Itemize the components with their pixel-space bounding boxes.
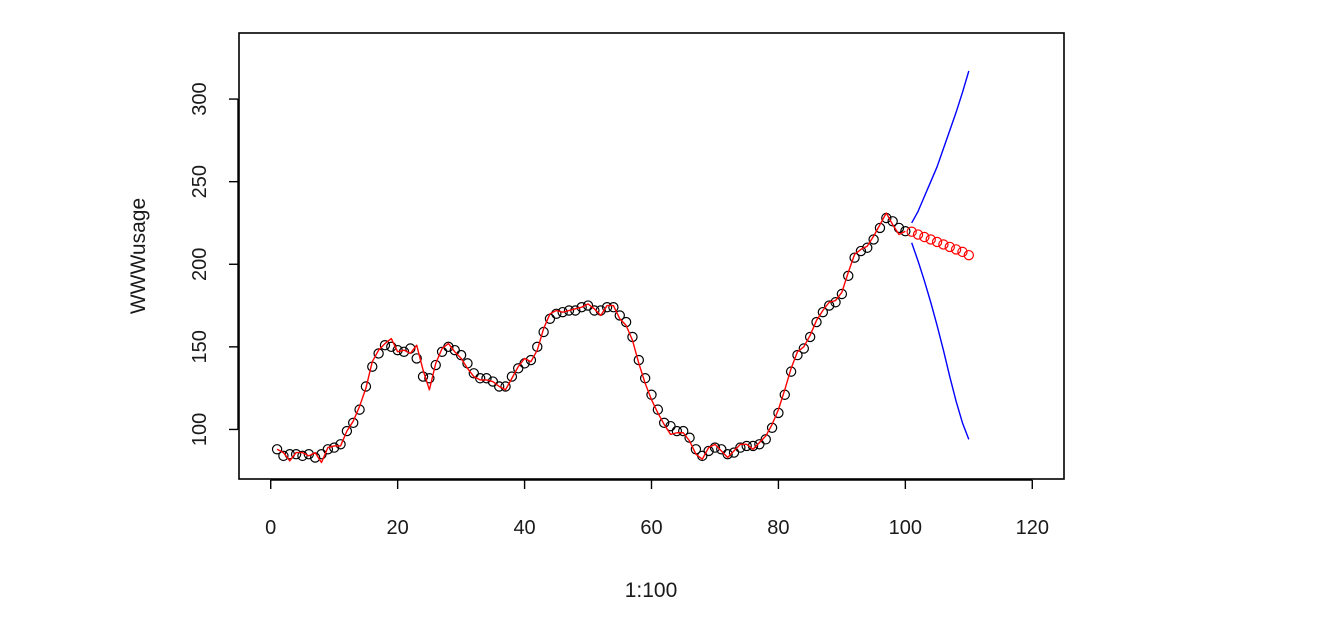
data-point bbox=[481, 373, 492, 384]
data-point bbox=[614, 310, 625, 321]
data-point bbox=[912, 229, 924, 240]
data-point bbox=[601, 302, 613, 313]
data-point bbox=[944, 241, 955, 253]
upper-bound-series bbox=[911, 70, 970, 224]
y-tick-label: 200 bbox=[189, 248, 211, 281]
y-tick-label: 250 bbox=[189, 165, 211, 198]
data-point bbox=[335, 439, 346, 450]
data-point bbox=[798, 343, 810, 354]
x-tick-label: 100 bbox=[889, 517, 922, 539]
data-point bbox=[817, 306, 829, 318]
data-point bbox=[836, 288, 848, 300]
data-point bbox=[919, 231, 930, 243]
data-point bbox=[963, 249, 975, 261]
data-point bbox=[658, 417, 670, 429]
data-point bbox=[513, 363, 524, 374]
data-point bbox=[804, 331, 816, 343]
data-point bbox=[576, 302, 587, 313]
lower-bound-series bbox=[911, 242, 970, 440]
x-tick-label: 60 bbox=[640, 517, 662, 539]
data-point bbox=[900, 226, 911, 237]
data-point bbox=[436, 346, 448, 358]
y-axis: 100 150 200 250 300 bbox=[189, 82, 239, 446]
fitted-series bbox=[276, 212, 906, 464]
data-point bbox=[297, 450, 308, 462]
data-point bbox=[348, 417, 359, 429]
data-point bbox=[906, 226, 917, 237]
data-point bbox=[703, 445, 714, 457]
data-point bbox=[855, 245, 867, 257]
data-point bbox=[455, 349, 467, 361]
data-point bbox=[811, 316, 822, 328]
x-tick-label: 20 bbox=[387, 517, 409, 539]
data-point bbox=[278, 450, 289, 462]
data-point bbox=[931, 236, 943, 248]
data-point bbox=[823, 300, 835, 311]
series-line bbox=[911, 70, 970, 224]
x-tick-label: 120 bbox=[1016, 517, 1049, 539]
x-tick-label: 0 bbox=[265, 517, 276, 539]
data-point bbox=[741, 440, 752, 452]
series-layer bbox=[271, 70, 975, 464]
y-axis-title: WWWusage bbox=[127, 198, 150, 314]
data-point bbox=[271, 444, 283, 455]
data-point bbox=[728, 447, 740, 458]
series-line bbox=[276, 212, 906, 464]
data-point bbox=[341, 425, 353, 437]
data-point bbox=[290, 449, 302, 460]
data-point bbox=[887, 216, 898, 227]
observed-series bbox=[271, 212, 911, 463]
data-point bbox=[468, 368, 480, 379]
data-point bbox=[589, 305, 600, 316]
data-point bbox=[557, 306, 568, 318]
data-point bbox=[925, 234, 936, 245]
data-point bbox=[430, 359, 441, 371]
forecast-series bbox=[906, 226, 975, 261]
y-tick-label: 100 bbox=[189, 413, 211, 446]
data-point bbox=[709, 442, 721, 453]
plot-frame bbox=[238, 32, 1065, 480]
x-axis-title: 1:100 bbox=[625, 579, 678, 602]
data-point bbox=[792, 349, 803, 361]
data-point bbox=[424, 373, 435, 384]
data-point bbox=[449, 344, 460, 356]
x-tick-label: 80 bbox=[767, 517, 789, 539]
data-point bbox=[411, 353, 422, 364]
data-point bbox=[957, 246, 968, 258]
data-point bbox=[849, 252, 860, 263]
series-line bbox=[911, 242, 970, 440]
data-point bbox=[506, 371, 518, 382]
x-axis: 0 20 40 60 80 100 120 bbox=[265, 479, 1049, 539]
data-point bbox=[722, 449, 733, 460]
data-point bbox=[950, 244, 962, 255]
data-point bbox=[493, 381, 505, 392]
data-point bbox=[608, 302, 619, 313]
data-point bbox=[678, 425, 689, 437]
data-point bbox=[500, 381, 511, 392]
data-point bbox=[322, 444, 334, 455]
data-point bbox=[487, 376, 499, 387]
y-tick-label: 300 bbox=[189, 82, 211, 115]
x-tick-label: 40 bbox=[513, 517, 535, 539]
data-point bbox=[938, 239, 949, 250]
data-point bbox=[379, 340, 391, 351]
data-point bbox=[716, 444, 727, 455]
data-point bbox=[754, 439, 765, 450]
data-point bbox=[735, 442, 746, 453]
y-tick-label: 150 bbox=[189, 330, 211, 363]
data-point bbox=[551, 308, 562, 320]
data-point bbox=[671, 425, 683, 437]
data-point bbox=[360, 381, 372, 392]
data-point bbox=[373, 348, 384, 359]
data-point bbox=[563, 305, 575, 316]
